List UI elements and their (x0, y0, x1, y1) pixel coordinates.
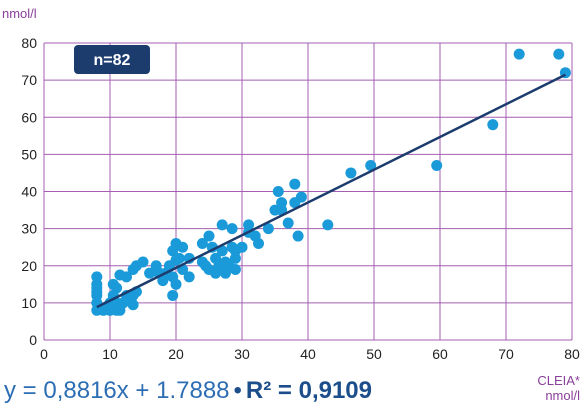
data-point (177, 241, 189, 253)
regression-equation: y = 0,8816x + 1.7888 • R² = 0,9109 (4, 377, 372, 405)
data-point (243, 219, 255, 231)
data-point (226, 223, 238, 235)
data-point (365, 160, 377, 172)
y-tick-label: 80 (21, 35, 37, 51)
badge-text: n=82 (94, 52, 131, 69)
separator-bullet: • (233, 377, 242, 404)
data-point (170, 278, 182, 290)
x-tick-label: 0 (40, 346, 48, 362)
data-point (553, 48, 565, 60)
data-point (216, 245, 228, 257)
x-tick-label: 30 (234, 346, 250, 362)
regression-line-path (96, 73, 566, 309)
y-tick-label: 60 (21, 109, 37, 125)
x-tick-label: 60 (432, 346, 448, 362)
x-tick-label: 50 (366, 346, 382, 362)
regression-line (96, 73, 566, 309)
data-points (91, 48, 571, 316)
data-point (91, 271, 103, 283)
data-point (196, 237, 208, 249)
x-axis-label-line1: CLEIA* (537, 373, 580, 388)
r-squared-text: R² = 0,9109 (245, 377, 373, 404)
data-point (183, 271, 195, 283)
y-tick-label: 40 (21, 184, 37, 200)
data-point (173, 252, 185, 264)
data-point (236, 241, 248, 253)
data-point (431, 160, 443, 172)
data-point (253, 237, 264, 249)
data-point (216, 219, 228, 231)
equation-text: y = 0,8816x + 1.7888 (4, 377, 230, 404)
data-point (137, 256, 149, 268)
data-point (121, 271, 132, 283)
x-axis-label-line2: nmol/l (545, 388, 580, 403)
x-tick-label: 20 (168, 346, 184, 362)
y-tick-label: 10 (21, 295, 37, 311)
data-point (127, 299, 139, 311)
y-tick-label: 70 (21, 72, 37, 88)
x-tick-label: 70 (498, 346, 514, 362)
tick-labels: 0 10 20 30 40 50 60 70 80 0 10 20 30 40 50 60 70 80 (21, 35, 580, 362)
y-axis-label: nmol/l (2, 6, 37, 21)
x-tick-label: 80 (564, 346, 580, 362)
y-tick-label: 20 (21, 258, 37, 274)
badge-background (74, 45, 150, 74)
y-tick-label: 30 (21, 221, 37, 237)
data-point (272, 186, 284, 197)
y-tick-label: 50 (21, 146, 37, 162)
data-point (289, 178, 301, 190)
data-point (167, 289, 179, 301)
sample-size-badge: n=82 (74, 45, 150, 74)
x-tick-label: 40 (300, 346, 316, 362)
data-point (345, 167, 357, 179)
data-point (229, 263, 241, 275)
data-point (322, 219, 334, 231)
data-point (487, 119, 499, 131)
data-point (513, 48, 525, 60)
y-tick-label: 0 (29, 332, 37, 348)
data-point (295, 191, 307, 203)
x-axis-label: CLEIA* nmol/l (537, 373, 580, 403)
data-point (203, 230, 215, 242)
data-point (262, 223, 274, 235)
data-point (111, 282, 123, 294)
x-tick-label: 10 (102, 346, 118, 362)
data-point (292, 230, 304, 242)
data-point (282, 217, 294, 229)
